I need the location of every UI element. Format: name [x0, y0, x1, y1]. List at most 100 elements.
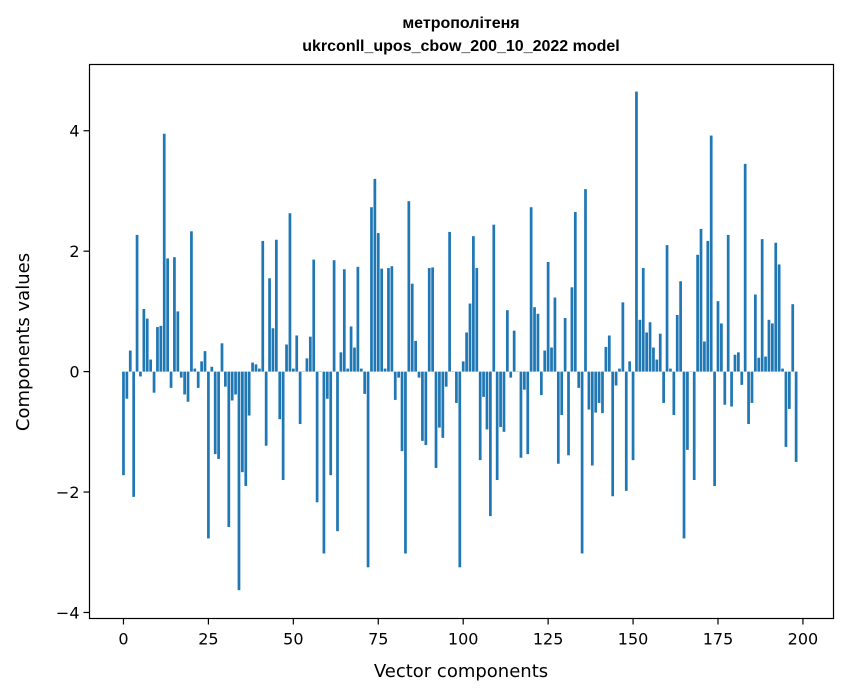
bar-103 — [472, 236, 475, 372]
chart-title-line1: метрополітеня — [402, 15, 519, 32]
bar-15 — [173, 257, 176, 372]
bar-179 — [730, 371, 733, 407]
bar-159 — [662, 371, 665, 403]
bar-76 — [380, 268, 384, 372]
bar-5 — [139, 371, 142, 377]
bar-30 — [224, 371, 227, 387]
bar-166 — [686, 371, 689, 450]
bar-145 — [614, 371, 618, 386]
y-axis-label: Components values — [13, 253, 34, 431]
bar-93 — [438, 371, 441, 428]
bar-187 — [757, 357, 761, 372]
bar-12 — [162, 133, 166, 372]
bar-107 — [485, 371, 489, 430]
bar-57 — [315, 371, 319, 503]
bar-151 — [635, 91, 638, 372]
bar-147 — [621, 302, 625, 372]
bar-91 — [431, 267, 434, 372]
bar-169 — [696, 254, 699, 372]
bar-47 — [281, 371, 285, 480]
bar-17 — [179, 371, 183, 378]
bar-28 — [217, 371, 220, 459]
bar-62 — [332, 260, 336, 372]
bar-101 — [465, 332, 468, 372]
bar-82 — [400, 371, 404, 452]
x-tick-label-2: 50 — [283, 630, 303, 649]
bar-111 — [499, 371, 502, 428]
bar-23 — [200, 361, 203, 372]
bar-94 — [441, 371, 445, 438]
bar-85 — [410, 283, 414, 372]
bar-24 — [203, 351, 207, 372]
bar-41 — [261, 240, 265, 372]
bar-35 — [241, 371, 244, 473]
bar-86 — [414, 340, 417, 372]
bar-134 — [577, 371, 581, 388]
bar-196 — [787, 371, 791, 409]
bar-155 — [648, 322, 652, 372]
bar-122 — [536, 313, 540, 372]
bar-154 — [645, 332, 649, 372]
bar-59 — [322, 371, 326, 554]
bar-106 — [482, 371, 485, 397]
bar-77 — [383, 368, 387, 372]
bar-197 — [791, 304, 795, 372]
x-tick-label-1: 25 — [198, 630, 218, 649]
bar-152 — [638, 319, 642, 372]
bar-43 — [268, 278, 271, 372]
bar-25 — [207, 371, 210, 539]
bar-192 — [774, 242, 778, 372]
bar-7 — [145, 318, 149, 372]
bar-157 — [655, 359, 659, 372]
y-tick-label-3: 2 — [69, 242, 79, 261]
bar-49 — [288, 213, 292, 372]
bar-171 — [703, 341, 706, 372]
bar-110 — [495, 371, 499, 480]
bar-40 — [258, 368, 261, 372]
bar-128 — [556, 371, 560, 464]
x-axis-ticks: 0 25 50 75 100 125 150 175 200 — [118, 618, 818, 649]
bar-117 — [519, 371, 523, 458]
bar-74 — [373, 178, 377, 372]
bar-133 — [573, 212, 577, 372]
bar-182 — [740, 371, 744, 385]
x-tick-label-3: 75 — [368, 630, 388, 649]
bar-39 — [254, 364, 258, 372]
bar-75 — [376, 233, 380, 372]
bar-64 — [339, 352, 343, 372]
bar-8 — [149, 359, 153, 372]
bar-126 — [550, 347, 553, 372]
bar-188 — [760, 239, 764, 372]
bar-10 — [156, 327, 159, 372]
bar-141 — [601, 371, 604, 414]
bar-29 — [220, 343, 224, 372]
bar-46 — [278, 371, 282, 420]
bar-135 — [580, 371, 584, 554]
bar-89 — [424, 371, 428, 446]
bar-14 — [169, 371, 173, 388]
bar-67 — [349, 326, 353, 372]
bar-50 — [291, 368, 295, 372]
bar-125 — [546, 262, 550, 372]
bar-9 — [152, 371, 156, 393]
bar-178 — [726, 234, 730, 372]
y-tick-label-2: 0 — [69, 363, 79, 382]
bar-79 — [390, 266, 394, 372]
bar-119 — [526, 371, 530, 455]
bar-0 — [122, 371, 125, 476]
bar-72 — [366, 371, 370, 568]
bar-63 — [336, 371, 339, 532]
bar-184 — [747, 371, 750, 424]
bar-124 — [543, 350, 547, 372]
bar-186 — [754, 294, 757, 372]
bar-181 — [737, 352, 740, 372]
bar-96 — [448, 231, 451, 372]
bar-80 — [393, 371, 397, 400]
bar-36 — [244, 371, 248, 487]
bar-183 — [743, 163, 747, 372]
bar-56 — [312, 259, 316, 372]
bar-81 — [397, 371, 401, 378]
y-axis-ticks: −4 −2 0 2 4 — [56, 122, 90, 622]
bar-13 — [166, 258, 169, 372]
bar-136 — [584, 189, 587, 372]
